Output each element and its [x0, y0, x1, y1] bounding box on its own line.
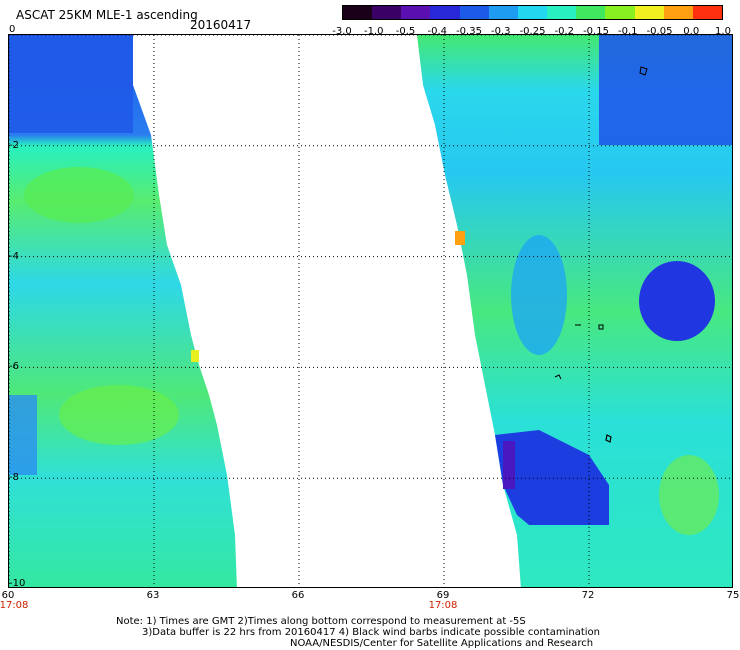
color-scale-label: -0.1	[617, 26, 638, 37]
longitude-tick-label: 66	[291, 590, 305, 601]
right-swath-light-blue	[511, 235, 567, 355]
color-scale-swatch	[576, 6, 606, 19]
color-scale-swatch	[547, 6, 577, 19]
right-swath-orange-cell	[455, 231, 465, 245]
note-line-3: NOAA/NESDIS/Center for Satellite Applica…	[290, 638, 594, 649]
longitude-tick-label: 60	[1, 590, 15, 601]
color-scale-label: 0.0	[683, 26, 700, 37]
left-swath-blue-patch	[9, 35, 133, 133]
note-line-1: Note: 1) Times are GMT 2)Times along bot…	[116, 616, 526, 627]
latitude-tick-label: -4	[9, 250, 19, 262]
color-scale-label: -0.5	[395, 26, 416, 37]
color-scale-label: -0.2	[554, 26, 575, 37]
color-scale-label: 1.0	[715, 26, 731, 37]
right-swath-blue-patch-bottom	[495, 430, 609, 525]
latitude-tick-label: -2	[9, 139, 19, 151]
color-scale-swatch	[372, 6, 402, 19]
right-swath-green-patch	[659, 455, 719, 535]
longitude-tick-label: 75	[726, 590, 740, 601]
color-scale-swatch	[459, 6, 489, 19]
latitude-tick-label: -6	[9, 361, 19, 373]
color-scale-label: -0.15	[583, 26, 609, 37]
color-scale-swatch	[401, 6, 431, 19]
longitude-tick-label: 72	[581, 590, 595, 601]
left-swath-green-patch	[24, 167, 134, 223]
right-swath-purple-cell	[503, 441, 515, 489]
right-swath	[417, 35, 732, 587]
color-scale-label: -0.35	[456, 26, 482, 37]
right-swath-blue-patch-top	[599, 35, 732, 145]
time-label: 17:08	[428, 600, 458, 611]
color-scale-label: -0.4	[427, 26, 448, 37]
island-outline	[554, 374, 562, 380]
color-scale-label: -0.3	[490, 26, 511, 37]
color-scale-label: -0.25	[519, 26, 546, 37]
left-swath-green-patch-2	[59, 385, 179, 445]
time-label: 17:08	[0, 600, 29, 611]
plot-date: 20160417	[190, 18, 252, 32]
color-scale-swatch	[634, 6, 664, 19]
note-line-2: 3)Data buffer is 22 hrs from 20160417 4)…	[142, 627, 600, 638]
color-scale-swatch	[517, 6, 548, 19]
lat-lon-grid	[9, 35, 732, 587]
island-outline	[605, 434, 612, 443]
color-scale-swatch	[663, 6, 693, 19]
color-scale-swatch	[692, 6, 723, 19]
color-scale-swatch	[343, 6, 373, 19]
color-scale-swatch	[605, 6, 635, 19]
color-scale-bar	[342, 5, 723, 20]
color-scale-label: -0.05	[646, 26, 673, 37]
plot-title: ASCAT 25KM MLE-1 ascending	[16, 8, 198, 22]
island-outline	[639, 66, 648, 76]
left-swath-yellow-cell	[191, 350, 199, 362]
swath-map	[9, 35, 732, 587]
left-swath-blue-patch-2	[9, 395, 37, 475]
color-scale-label: -1.0	[363, 26, 384, 37]
color-scale-swatch	[488, 6, 518, 19]
right-swath-blue-patch-mid	[639, 261, 715, 341]
latitude-tick-label: -8	[9, 472, 19, 484]
longitude-tick-label: 63	[146, 590, 160, 601]
color-scale-swatch	[430, 6, 460, 19]
color-scale-label: -3.0	[332, 26, 352, 37]
latitude-tick-label: -10	[9, 578, 26, 589]
map-plot-area	[8, 34, 733, 588]
latitude-tick-label: 0	[9, 24, 16, 35]
longitude-tick-label: 69	[436, 590, 450, 601]
island-outline	[598, 324, 604, 330]
